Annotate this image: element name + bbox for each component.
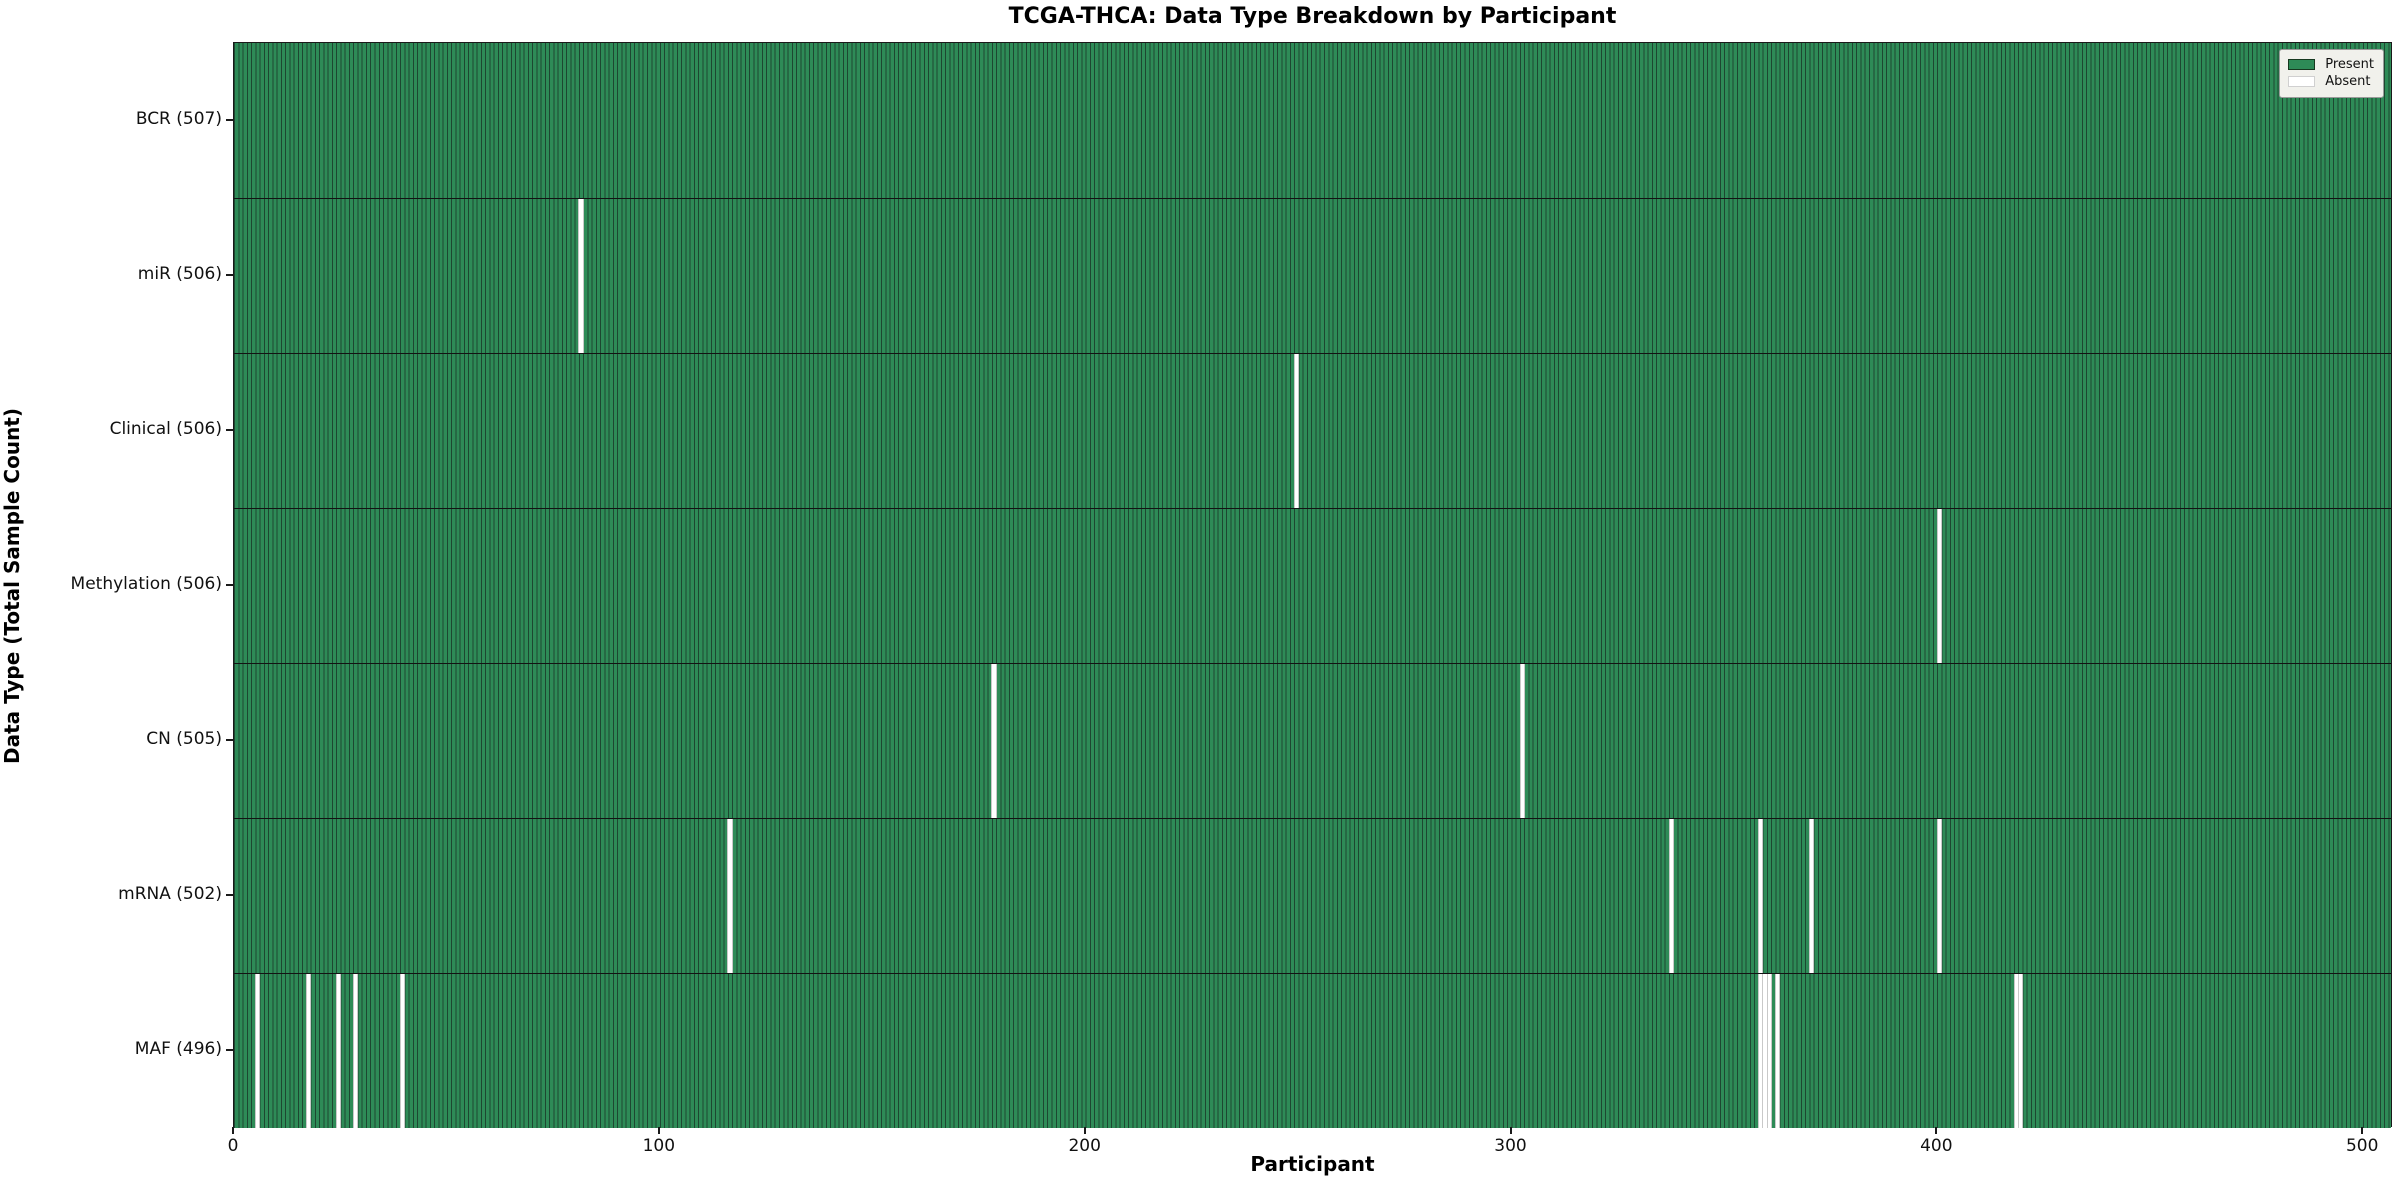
heatmap-row-miR: [234, 198, 2391, 353]
absent-stripe: [578, 199, 584, 353]
y-tick-label-Clinical: Clinical (506): [109, 418, 222, 439]
absent-stripe: [1758, 819, 1764, 973]
x-tick-mark: [232, 1127, 234, 1134]
y-tick-mark: [226, 273, 233, 276]
absent-stripe: [352, 974, 358, 1128]
x-tick-label-300: 300: [1494, 1136, 1527, 1156]
x-tick-label-100: 100: [642, 1136, 676, 1156]
y-tick-mark: [226, 1048, 233, 1051]
absent-stripe: [1766, 974, 1772, 1128]
y-tick-label-CN: CN (505): [146, 728, 222, 749]
y-tick-mark: [226, 428, 233, 431]
absent-stripe: [1519, 664, 1525, 818]
y-tick-label-BCR: BCR (507): [135, 108, 222, 129]
absent-swatch-icon: [2288, 76, 2316, 87]
absent-stripe: [1936, 819, 1943, 973]
x-tick-mark: [1935, 1127, 1938, 1134]
heatmap-row-MAF: [234, 973, 2391, 1128]
y-tick-label-mRNA: mRNA (502): [118, 883, 222, 904]
x-axis-label: Participant: [1250, 1152, 1375, 1176]
plot-area: Present Absent: [233, 42, 2392, 1128]
y-tick-mark: [226, 738, 233, 741]
absent-stripe: [991, 664, 997, 818]
y-tick-mark: [226, 893, 233, 896]
chart-title: TCGA-THCA: Data Type Breakdown by Partic…: [1008, 4, 1617, 29]
absent-stripe: [1668, 819, 1674, 973]
absent-stripe: [1293, 354, 1300, 508]
y-tick-mark: [226, 583, 233, 586]
legend-present-label: Present: [2325, 57, 2374, 72]
x-tick-mark: [2361, 1127, 2364, 1134]
x-tick-mark: [1083, 1127, 1086, 1134]
x-tick-label-0: 0: [227, 1136, 239, 1156]
absent-stripe: [1775, 974, 1781, 1128]
y-tick-mark: [226, 118, 233, 121]
absent-stripe: [399, 974, 405, 1128]
x-tick-label-400: 400: [1920, 1136, 1953, 1156]
legend-entry-absent: Absent: [2288, 74, 2374, 89]
x-tick-mark: [657, 1127, 660, 1134]
legend: Present Absent: [2279, 49, 2384, 98]
absent-stripe: [305, 974, 312, 1128]
heatmap-row-Methylation: [234, 508, 2391, 663]
absent-stripe: [335, 974, 341, 1128]
heatmap-row-CN: [234, 663, 2391, 818]
absent-stripe: [254, 974, 261, 1128]
absent-stripe: [1809, 819, 1815, 973]
absent-stripe: [2017, 974, 2023, 1128]
y-tick-label-MAF: MAF (496): [134, 1038, 222, 1059]
y-tick-label-Methylation: Methylation (506): [70, 573, 222, 594]
absent-stripe: [727, 819, 733, 973]
y-tick-label-miR: miR (506): [137, 263, 222, 284]
x-tick-mark: [1509, 1127, 1512, 1134]
present-swatch-icon: [2288, 59, 2316, 70]
legend-entry-present: Present: [2288, 57, 2374, 72]
absent-stripe: [1936, 509, 1943, 663]
x-tick-label-200: 200: [1068, 1136, 1101, 1156]
heatmap-row-Clinical: [234, 353, 2391, 508]
x-tick-label-500: 500: [2345, 1136, 2379, 1156]
legend-absent-label: Absent: [2325, 74, 2371, 89]
heatmap-row-mRNA: [234, 818, 2391, 973]
heatmap-row-BCR: [234, 43, 2391, 198]
